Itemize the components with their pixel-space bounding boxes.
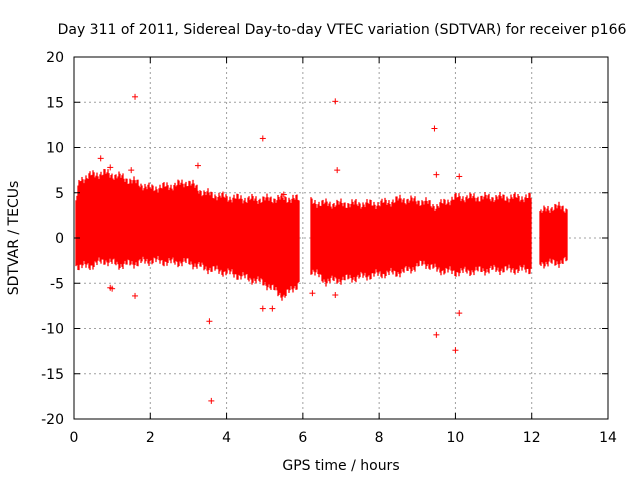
data-point <box>194 162 201 169</box>
y-tick-label: -20 <box>41 412 64 428</box>
data-point <box>109 285 116 292</box>
data-point <box>107 164 114 171</box>
data-point <box>456 310 463 317</box>
chart-title: Day 311 of 2011, Sidereal Day-to-day VTE… <box>58 22 627 38</box>
data-point <box>332 98 339 105</box>
y-axis-label: SDTVAR / TECUs <box>6 181 22 296</box>
x-tick-label: 12 <box>523 430 541 446</box>
data-point <box>128 167 135 174</box>
data-point <box>259 305 266 312</box>
data-point <box>309 290 316 297</box>
y-tick-label: -5 <box>50 276 64 292</box>
x-tick-label: 8 <box>375 430 384 446</box>
data-point <box>280 191 287 198</box>
x-tick-label: 14 <box>599 430 617 446</box>
y-tick-label: 20 <box>46 50 64 66</box>
axis-ticks: 0 2 4 6 8 10 12 14 -20 -15 -10 -5 0 5 10 15 20 <box>41 50 617 446</box>
data-point <box>452 347 459 354</box>
x-tick-label: 4 <box>222 430 231 446</box>
data-point <box>332 292 339 299</box>
y-tick-label: -10 <box>41 322 64 338</box>
y-tick-label: 5 <box>55 186 64 202</box>
x-tick-label: 10 <box>447 430 465 446</box>
data-point <box>456 173 463 180</box>
data-point <box>206 318 213 325</box>
y-tick-label: 0 <box>55 231 64 247</box>
data-layer <box>75 93 568 404</box>
data-point <box>433 331 440 338</box>
x-tick-label: 2 <box>146 430 155 446</box>
data-point <box>132 292 139 299</box>
data-point <box>132 93 139 100</box>
y-tick-label: 10 <box>46 141 64 157</box>
data-point <box>334 167 341 174</box>
x-tick-label: 0 <box>70 430 79 446</box>
data-point <box>97 155 104 162</box>
data-point <box>269 305 276 312</box>
x-axis-label: GPS time / hours <box>282 458 399 474</box>
data-point <box>431 125 438 132</box>
data-point <box>259 135 266 142</box>
data-point <box>208 397 215 404</box>
y-tick-label: 15 <box>46 95 64 111</box>
y-tick-label: -15 <box>41 367 64 383</box>
data-point <box>433 171 440 178</box>
x-tick-label: 6 <box>298 430 307 446</box>
